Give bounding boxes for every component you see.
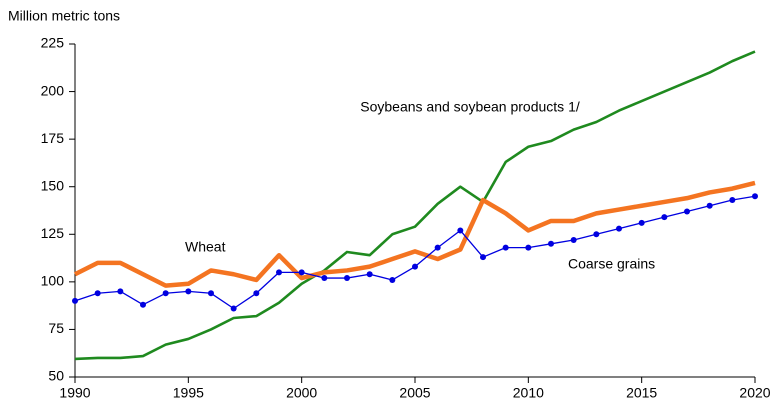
point [140,301,146,308]
point [230,305,237,312]
point [253,290,260,297]
series-label: Wheat [185,239,226,255]
point [366,271,373,278]
y-tick-label: 200 [41,82,65,98]
point [593,231,600,238]
series-line [73,180,756,288]
x-tick-label: 2005 [399,385,430,401]
point [661,214,668,221]
point [72,297,78,304]
point [185,288,192,295]
x-tick-label: 2000 [286,385,317,401]
point [706,202,713,209]
x-tick-label: 2015 [626,385,657,401]
point [502,244,509,251]
point [480,254,486,261]
point [208,290,214,297]
point [616,225,622,232]
point [389,276,396,283]
y-tick-label: 225 [41,35,65,51]
point [117,288,124,295]
point [344,275,350,282]
point [729,197,736,204]
point [684,208,690,215]
series-label: Soybeans and soybean products 1/ [360,99,580,115]
y-axis-label: Million metric tons [8,8,120,24]
series-line [74,50,756,361]
point [321,275,328,282]
point [94,290,101,297]
y-tick-label: 100 [41,273,65,289]
x-tick-label: 1995 [173,385,204,401]
x-tick-label: 2020 [739,385,770,401]
point [162,290,169,297]
y-tick-label: 50 [48,368,64,384]
point [638,219,645,226]
point [434,244,441,251]
point [752,193,758,200]
series-label: Coarse grains [568,256,655,272]
y-tick-label: 125 [41,225,65,241]
x-tick-label: 1990 [59,385,90,401]
point [457,227,464,234]
x-tick-label: 2010 [513,385,544,401]
point [548,240,554,247]
point [525,244,532,251]
y-tick-label: 150 [41,177,65,193]
point [570,236,577,243]
point [412,263,418,270]
point [298,269,305,276]
y-tick-label: 175 [41,130,65,146]
point [276,269,282,276]
y-tick-label: 75 [48,320,64,336]
